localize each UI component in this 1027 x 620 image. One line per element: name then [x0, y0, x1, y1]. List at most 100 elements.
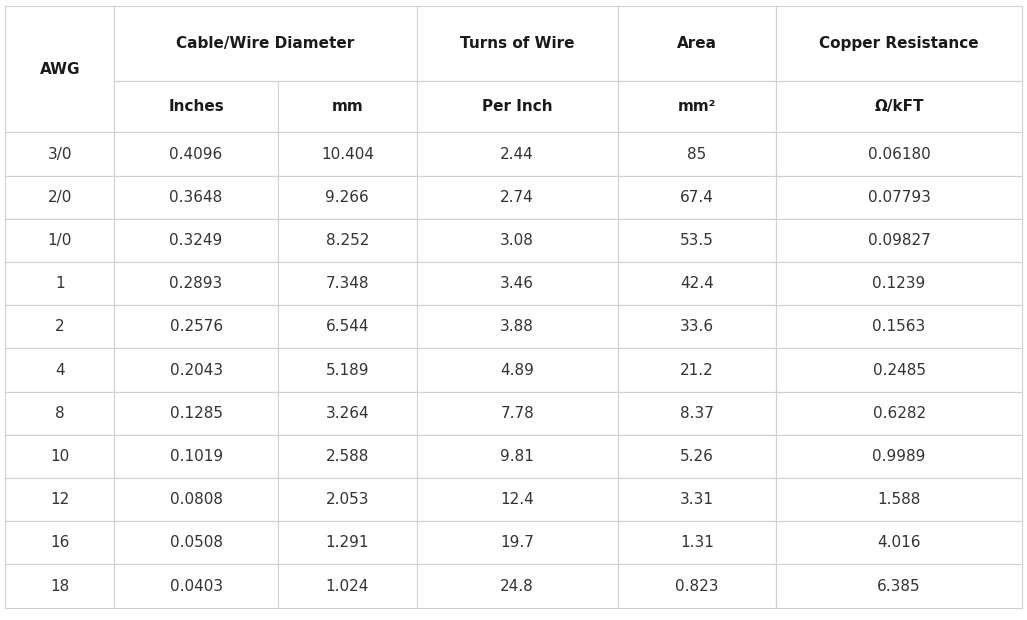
Text: 0.0808: 0.0808 [169, 492, 223, 507]
Bar [617, 564, 776, 608]
Text: 0.0508: 0.0508 [169, 535, 223, 551]
Text: 9.266: 9.266 [326, 190, 370, 205]
Text: 3.31: 3.31 [680, 492, 714, 507]
Bar [417, 521, 617, 564]
Text: 0.0403: 0.0403 [169, 578, 223, 593]
Bar [5, 564, 114, 608]
Bar [5, 392, 114, 435]
Text: 1: 1 [54, 276, 65, 291]
Bar [114, 219, 278, 262]
Bar [5, 348, 114, 392]
Text: mm²: mm² [678, 99, 716, 115]
Text: 0.3249: 0.3249 [169, 233, 223, 248]
Bar [417, 175, 617, 219]
Text: Turns of Wire: Turns of Wire [460, 37, 574, 51]
Text: 53.5: 53.5 [680, 233, 714, 248]
Bar [114, 6, 417, 81]
Bar [776, 262, 1022, 305]
Text: mm: mm [332, 99, 364, 115]
Text: 2.588: 2.588 [326, 449, 369, 464]
Text: 4.89: 4.89 [500, 363, 534, 378]
Bar [278, 521, 417, 564]
Bar [278, 305, 417, 348]
Bar [776, 81, 1022, 133]
Text: 8.252: 8.252 [326, 233, 369, 248]
Bar [114, 262, 278, 305]
Bar [5, 478, 114, 521]
Bar [5, 133, 114, 175]
Text: 0.2485: 0.2485 [873, 363, 925, 378]
Bar [417, 6, 617, 81]
Text: 2.053: 2.053 [326, 492, 369, 507]
Text: Ω/kFT: Ω/kFT [874, 99, 924, 115]
Bar [417, 435, 617, 478]
Text: 0.07793: 0.07793 [868, 190, 930, 205]
Bar [278, 219, 417, 262]
Text: Per Inch: Per Inch [482, 99, 553, 115]
Bar [5, 521, 114, 564]
Text: 10.404: 10.404 [320, 146, 374, 162]
Text: 16: 16 [50, 535, 70, 551]
Bar [776, 392, 1022, 435]
Bar [114, 175, 278, 219]
Bar [417, 478, 617, 521]
Text: 2.74: 2.74 [500, 190, 534, 205]
Bar [417, 392, 617, 435]
Bar [114, 564, 278, 608]
Bar [417, 81, 617, 133]
Text: 8.37: 8.37 [680, 405, 714, 421]
Text: 1.024: 1.024 [326, 578, 369, 593]
Text: 4.016: 4.016 [877, 535, 921, 551]
Bar [114, 521, 278, 564]
Bar [617, 6, 776, 81]
Text: 6.385: 6.385 [877, 578, 921, 593]
Text: 0.1285: 0.1285 [169, 405, 223, 421]
Bar [417, 564, 617, 608]
Bar [114, 478, 278, 521]
Bar [114, 348, 278, 392]
Text: 1/0: 1/0 [47, 233, 72, 248]
Bar [278, 262, 417, 305]
Text: 19.7: 19.7 [500, 535, 534, 551]
Bar [776, 521, 1022, 564]
Text: 0.823: 0.823 [676, 578, 719, 593]
Text: 42.4: 42.4 [680, 276, 714, 291]
Text: 24.8: 24.8 [500, 578, 534, 593]
Text: 3.08: 3.08 [500, 233, 534, 248]
Bar [776, 133, 1022, 175]
Bar [278, 435, 417, 478]
Text: Cable/Wire Diameter: Cable/Wire Diameter [177, 37, 354, 51]
Bar [278, 478, 417, 521]
Text: 0.1563: 0.1563 [873, 319, 925, 334]
Text: Area: Area [677, 37, 717, 51]
Bar [278, 175, 417, 219]
Text: 0.1239: 0.1239 [873, 276, 925, 291]
Text: 0.4096: 0.4096 [169, 146, 223, 162]
Text: 5.189: 5.189 [326, 363, 369, 378]
Bar [114, 435, 278, 478]
Bar [417, 262, 617, 305]
Bar [114, 133, 278, 175]
Bar [5, 6, 114, 133]
Bar [776, 6, 1022, 81]
Text: 5.26: 5.26 [680, 449, 714, 464]
Text: 12: 12 [50, 492, 69, 507]
Text: 3.88: 3.88 [500, 319, 534, 334]
Bar [278, 392, 417, 435]
Text: 1.31: 1.31 [680, 535, 714, 551]
Text: 0.3648: 0.3648 [169, 190, 223, 205]
Text: 10: 10 [50, 449, 69, 464]
Text: 21.2: 21.2 [680, 363, 714, 378]
Text: 3.46: 3.46 [500, 276, 534, 291]
Bar [617, 133, 776, 175]
Bar [417, 219, 617, 262]
Text: 12.4: 12.4 [500, 492, 534, 507]
Text: 7.78: 7.78 [500, 405, 534, 421]
Text: 0.9989: 0.9989 [872, 449, 925, 464]
Text: 0.09827: 0.09827 [868, 233, 930, 248]
Text: 0.06180: 0.06180 [868, 146, 930, 162]
Bar [417, 133, 617, 175]
Text: 33.6: 33.6 [680, 319, 714, 334]
Text: 8: 8 [54, 405, 65, 421]
Bar [617, 81, 776, 133]
